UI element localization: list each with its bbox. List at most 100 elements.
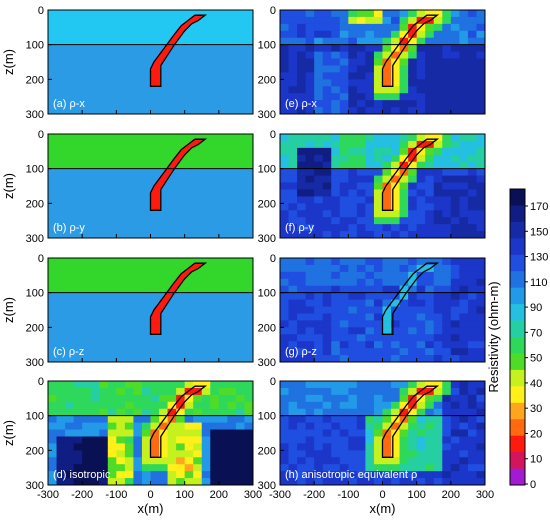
model-cell (322, 387, 332, 396)
model-cell (416, 401, 426, 410)
model-cell (476, 258, 485, 266)
model-cell (365, 134, 375, 142)
model-cell (382, 264, 392, 273)
model-cell (442, 258, 452, 266)
model-cell (348, 107, 358, 114)
model-cell (433, 408, 443, 417)
panel-image (280, 258, 485, 362)
model-cell (331, 299, 341, 308)
model-cell (425, 147, 435, 156)
model-cell (56, 457, 66, 465)
model-cell (90, 471, 100, 479)
model-cell (425, 401, 435, 410)
model-cell (356, 471, 367, 479)
model-cell (442, 134, 452, 142)
model-cell (365, 100, 375, 108)
model-cell (382, 189, 392, 197)
model-cell (331, 189, 341, 197)
model-cell (322, 355, 332, 362)
model-cell (391, 443, 401, 451)
model-cell (442, 401, 452, 410)
model-cell (356, 30, 367, 39)
model-cell (442, 224, 452, 232)
model-cell (107, 401, 117, 410)
model-cell (331, 415, 341, 424)
model-cell (297, 401, 307, 410)
model-cell (450, 147, 460, 156)
model-cell (467, 278, 478, 287)
model-cell (348, 224, 358, 232)
model-cell (408, 320, 418, 328)
model-cell (399, 401, 409, 410)
model-cell (459, 72, 469, 80)
model-cell (450, 292, 460, 301)
model-cell (133, 478, 143, 485)
model-cell (297, 264, 307, 273)
model-cell (244, 429, 253, 438)
model-cell (365, 37, 375, 46)
model-cell (322, 341, 332, 349)
model-cell (408, 408, 418, 417)
model-cell (365, 147, 375, 156)
model-cell (201, 436, 211, 444)
model-cell (244, 401, 253, 410)
model-cell (167, 408, 177, 417)
model-cell (416, 175, 426, 184)
model-cell (82, 415, 92, 424)
model-cell (288, 65, 298, 73)
model-cell (314, 292, 324, 301)
y-tick-label: 100 (26, 411, 44, 423)
model-cell (280, 44, 290, 53)
model-cell (382, 429, 392, 438)
model-cell (56, 450, 66, 458)
model-cell (288, 58, 298, 67)
model-cell (201, 429, 211, 438)
model-cell (314, 258, 324, 266)
model-cell (90, 408, 100, 417)
model-cell (339, 464, 349, 472)
model-cell (433, 16, 443, 25)
y-tick-label: 200 (26, 322, 44, 334)
model-cell (476, 408, 485, 417)
model-cell (391, 37, 401, 46)
model-cell (322, 429, 332, 438)
model-cell (280, 429, 290, 438)
model-cell (99, 415, 109, 424)
model-cell (193, 401, 203, 410)
model-cell (322, 44, 332, 53)
model-cell (227, 443, 237, 451)
model-cell (476, 313, 485, 321)
model-cell (314, 23, 324, 32)
model-cell (450, 79, 460, 87)
model-cell (218, 387, 228, 396)
model-cell (280, 422, 290, 431)
model-cell (297, 464, 307, 472)
model-cell (280, 320, 290, 328)
model-cell (322, 334, 332, 342)
model-cell (391, 299, 401, 308)
model-cell (442, 436, 452, 444)
model-cell (416, 327, 426, 335)
model-cell (425, 51, 435, 60)
model-cell (348, 436, 358, 444)
model-cell (382, 306, 392, 315)
model-cell (408, 224, 418, 232)
model-cell (193, 450, 203, 458)
model-cell (339, 23, 349, 32)
model-cell (288, 334, 298, 342)
model-cell (425, 408, 435, 417)
model-cell (442, 464, 452, 472)
model-cell (150, 471, 160, 479)
model-cell (107, 464, 117, 472)
model-cell (459, 86, 469, 94)
panel-label: (d) isotropic (53, 469, 111, 481)
model-cell (425, 175, 435, 184)
model-cell (467, 271, 478, 280)
model-cell (433, 387, 443, 396)
model-cell (476, 264, 485, 273)
top-layer (48, 134, 253, 169)
model-cell (356, 217, 367, 225)
model-cell (184, 408, 194, 417)
model-cell (391, 285, 401, 294)
model-cell (141, 478, 152, 485)
